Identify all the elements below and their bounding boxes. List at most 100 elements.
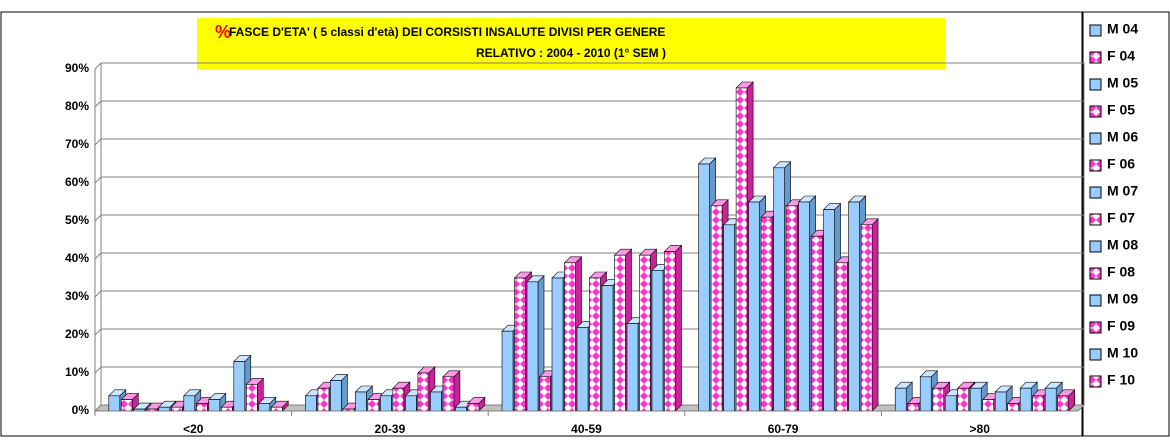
bar-front xyxy=(158,406,171,412)
y-tick-label: 10% xyxy=(65,365,89,379)
x-tick-label: <20 xyxy=(183,422,204,436)
bar-front xyxy=(442,376,455,412)
x-tick-label: 40-59 xyxy=(571,422,602,436)
bar-front xyxy=(639,254,651,412)
bar-front xyxy=(710,205,723,412)
bar-front xyxy=(317,387,330,412)
legend-swatch xyxy=(1089,24,1102,37)
legend-label: M 09 xyxy=(1107,291,1138,307)
bar-front xyxy=(121,399,133,412)
bar-front xyxy=(576,327,589,412)
bar-front xyxy=(848,201,860,412)
bar-front xyxy=(601,285,614,412)
bar-front xyxy=(330,380,342,412)
bar-front xyxy=(305,395,317,412)
legend-swatch xyxy=(1089,186,1102,199)
bar-front xyxy=(171,406,183,412)
legend-label: F 09 xyxy=(1107,318,1135,334)
bar-front xyxy=(196,403,208,412)
bar-front xyxy=(810,235,823,412)
legend-swatch xyxy=(1089,132,1102,145)
bar-front xyxy=(919,376,932,412)
bar-front xyxy=(1007,403,1019,412)
legend-label: F 10 xyxy=(1107,372,1135,388)
bar-front xyxy=(455,406,467,412)
bar-front xyxy=(392,387,405,412)
bar-front xyxy=(258,403,271,412)
legend-swatch xyxy=(1089,375,1102,388)
bar-front xyxy=(589,277,601,412)
bar-front xyxy=(748,201,760,412)
legend-label: M 08 xyxy=(1107,237,1138,253)
bar-front xyxy=(894,387,907,412)
legend-swatch xyxy=(1089,294,1102,307)
bar xyxy=(329,373,349,412)
grid-line xyxy=(94,176,1084,184)
bar-front xyxy=(367,399,380,412)
y-tick-label: 80% xyxy=(65,99,89,113)
bar-front xyxy=(1032,395,1044,412)
y-tick-label: 90% xyxy=(65,61,89,75)
bar-front xyxy=(430,391,442,412)
bar-front xyxy=(773,167,785,412)
bar-front xyxy=(233,361,246,412)
bar-front xyxy=(526,281,539,412)
bar-front xyxy=(664,251,676,412)
bar-front xyxy=(735,87,748,412)
bar xyxy=(208,392,227,412)
bar-front xyxy=(785,205,798,412)
y-tick-label: 60% xyxy=(65,175,89,189)
legend-swatch xyxy=(1089,159,1102,172)
bar-front xyxy=(514,277,526,412)
bar-front xyxy=(1057,395,1069,412)
y-tick-label: 0% xyxy=(72,403,90,417)
bar-front xyxy=(551,277,564,412)
bar-side xyxy=(871,218,879,412)
bar-front xyxy=(932,387,945,412)
legend-label: F 04 xyxy=(1107,48,1135,64)
legend-label: F 06 xyxy=(1107,156,1135,172)
legend-swatch xyxy=(1089,51,1102,64)
bar-front xyxy=(108,395,121,412)
bar-front xyxy=(982,399,994,412)
legend-swatch xyxy=(1089,267,1102,280)
bar-front xyxy=(417,372,430,412)
chart-subtitle: RELATIVO : 2004 - 2010 (1° SEM ) xyxy=(476,46,666,60)
bar-front xyxy=(798,201,810,412)
legend-swatch xyxy=(1089,321,1102,334)
title-mark: % xyxy=(215,22,231,42)
bar-front xyxy=(760,216,773,412)
y-tick-label: 40% xyxy=(65,251,89,265)
bar-front xyxy=(944,395,957,412)
legend-swatch xyxy=(1089,240,1102,253)
bar-front xyxy=(539,376,551,412)
bar-front xyxy=(823,209,835,412)
bar-front xyxy=(957,387,970,412)
bar-front xyxy=(614,254,626,412)
bar-front xyxy=(501,330,514,412)
legend-swatch xyxy=(1089,213,1102,226)
bar-front xyxy=(994,391,1007,412)
y-tick-label: 70% xyxy=(65,137,89,151)
y-tick-label: 20% xyxy=(65,327,89,341)
bar xyxy=(1056,389,1076,412)
legend-swatch xyxy=(1089,78,1102,91)
bar-front xyxy=(626,323,639,412)
legend-label: F 07 xyxy=(1107,210,1135,226)
bar-front xyxy=(467,403,480,412)
grid-line xyxy=(94,214,1084,222)
bar-front xyxy=(698,163,710,412)
legend-label: M 10 xyxy=(1107,345,1138,361)
y-tick-label: 30% xyxy=(65,289,89,303)
legend-label: F 05 xyxy=(1107,102,1135,118)
bar-front xyxy=(270,406,283,412)
bar xyxy=(467,396,486,412)
chart-border xyxy=(0,11,1083,437)
bar-front xyxy=(1019,387,1032,412)
bar-front xyxy=(220,406,233,412)
bar-front xyxy=(405,395,417,412)
legend-label: F 08 xyxy=(1107,264,1135,280)
x-tick-label: 20-39 xyxy=(375,422,406,436)
bar-front xyxy=(208,399,221,412)
grid-line xyxy=(94,138,1084,146)
